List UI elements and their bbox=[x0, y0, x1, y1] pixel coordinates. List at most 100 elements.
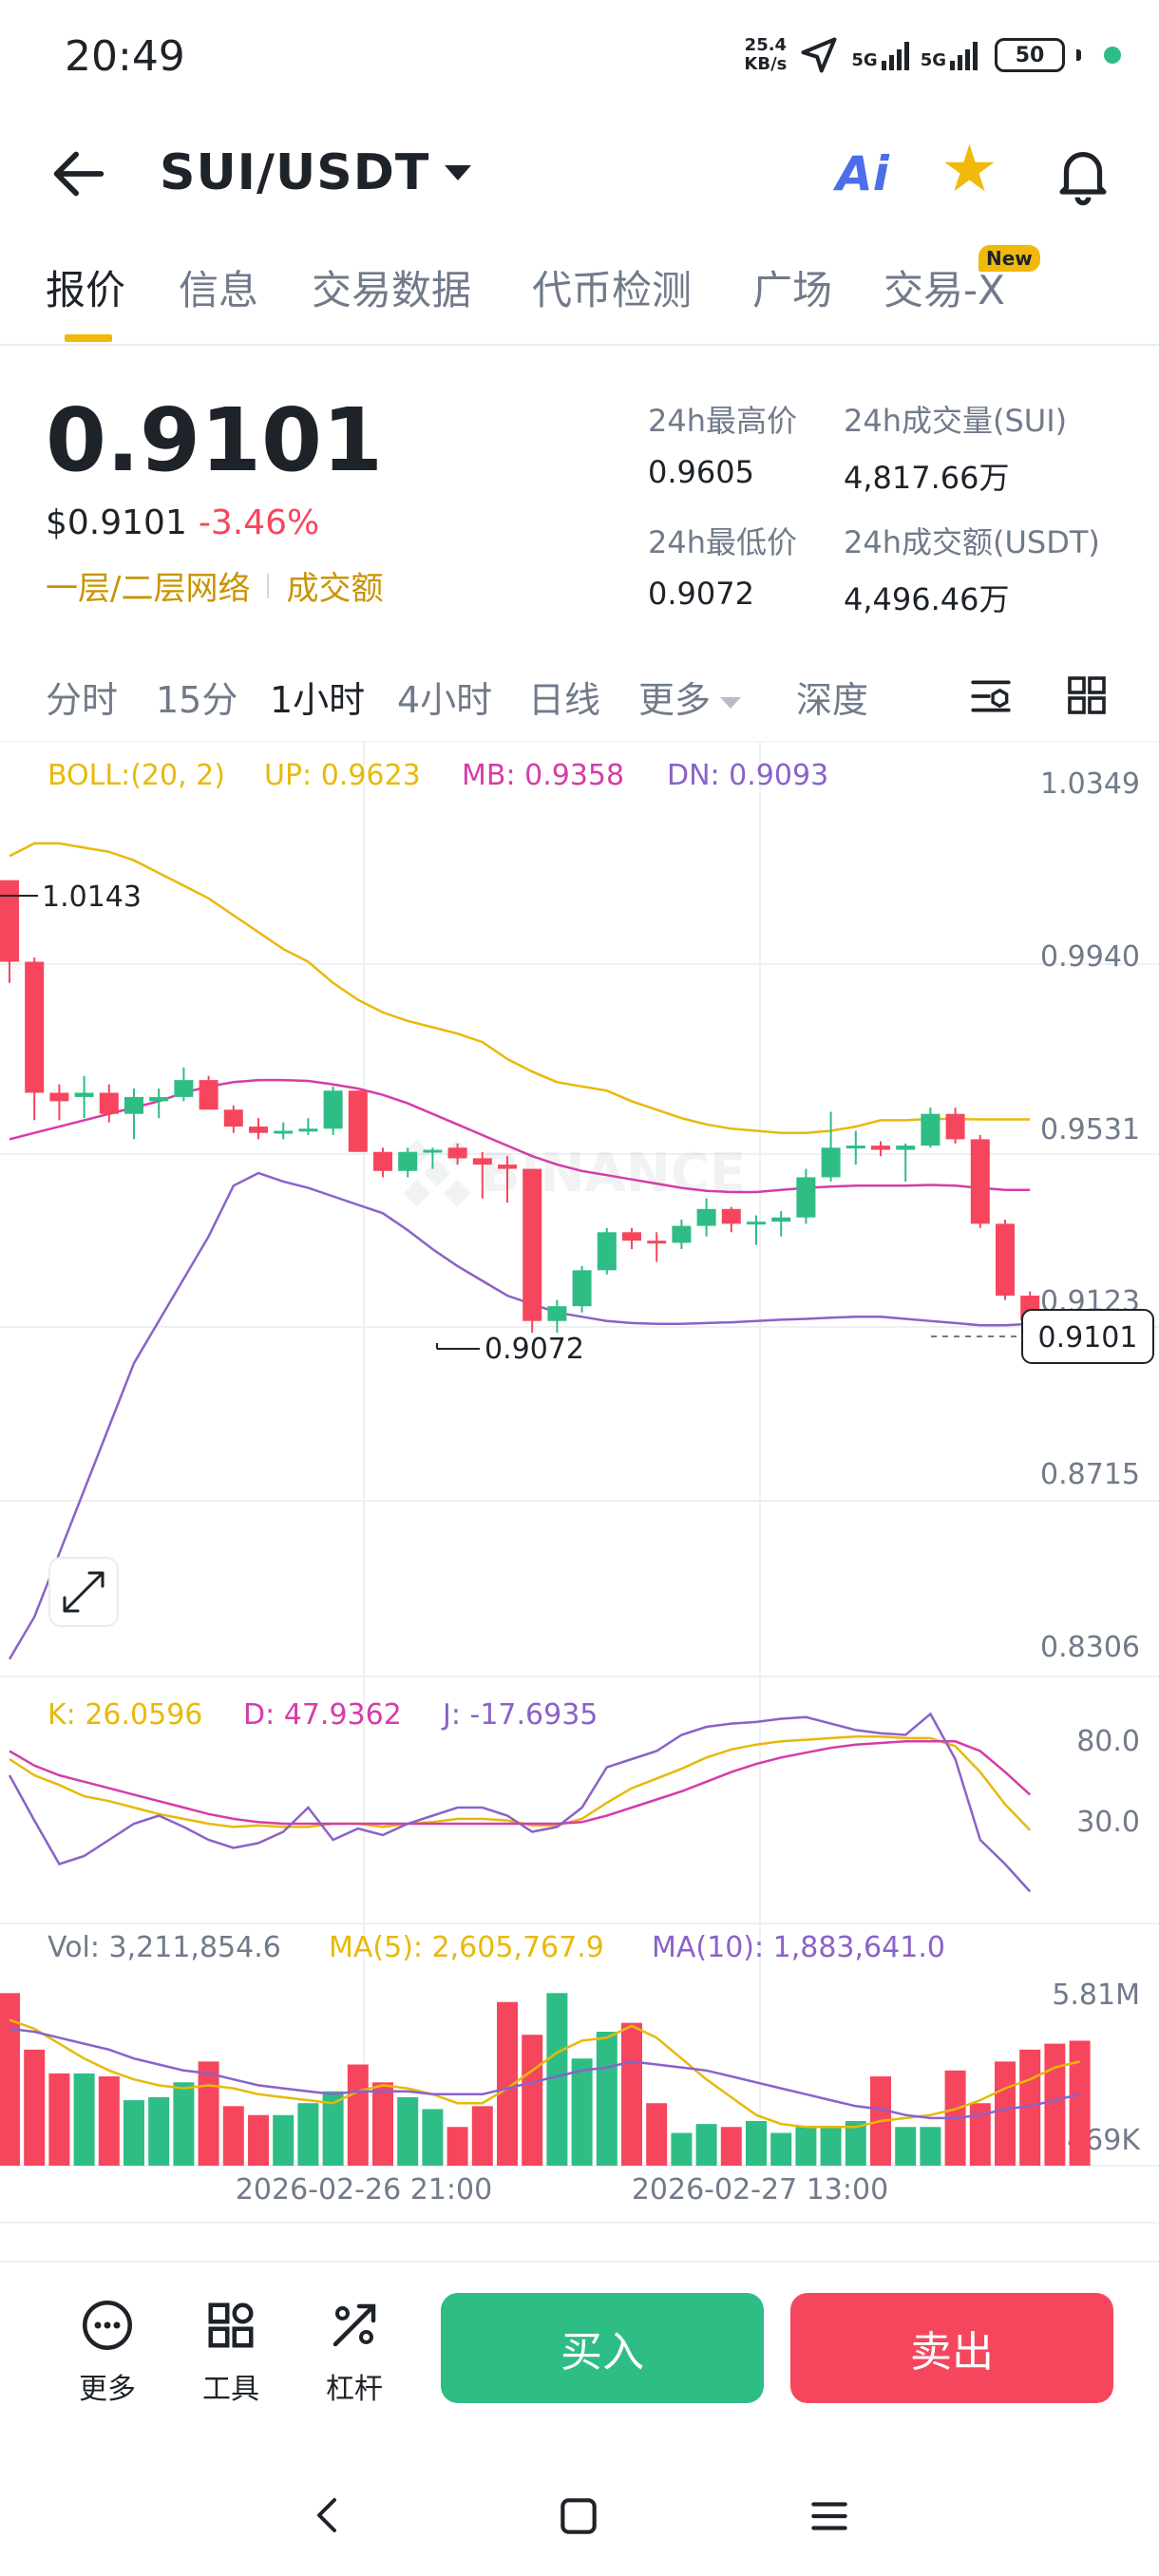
nav-back-icon[interactable] bbox=[306, 2492, 352, 2538]
interval-15m[interactable]: 15分 bbox=[156, 679, 238, 721]
chevron-down-icon bbox=[445, 165, 472, 180]
layout-grid-icon[interactable] bbox=[1064, 672, 1110, 718]
boll-lower-line bbox=[8, 1171, 1031, 1660]
volume-bar bbox=[1044, 2043, 1066, 2166]
leverage-button[interactable]: 杠杆 bbox=[302, 2297, 407, 2407]
stat-low-label: 24h最低价 bbox=[648, 524, 798, 560]
nav-home-icon[interactable] bbox=[555, 2492, 602, 2540]
vol-ma5: MA(5): 2,605,767.9 bbox=[329, 1931, 604, 1964]
boll-dn: DN: 0.9093 bbox=[667, 759, 828, 792]
interval-more[interactable]: 更多 bbox=[638, 671, 742, 723]
time-label: 2026-02-27 13:00 bbox=[632, 2173, 888, 2207]
active-tab-indicator bbox=[65, 334, 112, 342]
tag-row: 一层/二层网络 成交额 bbox=[46, 562, 383, 609]
stat-volume-label: 24h成交量(SUI) bbox=[844, 403, 1068, 439]
volume-bar bbox=[969, 2103, 991, 2166]
binance-watermark: BINANCE bbox=[403, 1139, 746, 1207]
volume-bar bbox=[695, 2124, 717, 2166]
interval-1d[interactable]: 日线 bbox=[528, 679, 601, 721]
volume-bar bbox=[546, 1993, 568, 2166]
stat-amount: 24h成交额(USDT) 4,496.46万 bbox=[844, 519, 1100, 619]
candle-body bbox=[323, 1090, 343, 1129]
candle-body bbox=[447, 1147, 467, 1159]
volume-bar bbox=[297, 2103, 319, 2166]
volume-bar bbox=[497, 2001, 518, 2166]
candle-body bbox=[0, 880, 19, 962]
candle-body bbox=[472, 1158, 492, 1165]
kdj-tick: 80.0 bbox=[1076, 1725, 1140, 1758]
tab-info[interactable]: 信息 bbox=[179, 267, 259, 313]
candle-body bbox=[498, 1165, 517, 1169]
candle-body bbox=[398, 1151, 418, 1171]
new-badge: New bbox=[978, 245, 1040, 272]
favorite-star-icon[interactable]: ★ bbox=[940, 132, 998, 207]
volume-bar bbox=[198, 2061, 219, 2166]
volume-ma5-line bbox=[9, 2018, 1080, 2129]
boll-up: UP: 0.9623 bbox=[264, 759, 421, 792]
more-button[interactable]: 更多 bbox=[55, 2297, 160, 2407]
network-speed: 25.4 KB/s bbox=[744, 36, 787, 74]
bell-icon[interactable] bbox=[1050, 141, 1116, 207]
expand-chart-icon[interactable] bbox=[48, 1557, 119, 1627]
usd-price: $0.9101 bbox=[46, 503, 187, 542]
candle-body bbox=[423, 1149, 443, 1153]
nav-menu-icon[interactable] bbox=[806, 2492, 853, 2540]
volume-bar bbox=[173, 2082, 195, 2166]
signal-2-label: 5G bbox=[920, 50, 946, 70]
tab-quote[interactable]: 报价 bbox=[46, 267, 126, 313]
volume-bar bbox=[820, 2127, 842, 2166]
stat-low-value: 0.9072 bbox=[648, 576, 754, 612]
stat-volume-value: 4,817.66万 bbox=[844, 460, 1010, 496]
more-label: 更多 bbox=[79, 2373, 136, 2406]
sell-button[interactable]: 卖出 bbox=[790, 2293, 1113, 2403]
stat-volume: 24h成交量(SUI) 4,817.66万 bbox=[844, 397, 1067, 498]
current-price-box bbox=[1021, 1309, 1154, 1364]
stat-amount-value: 4,496.46万 bbox=[844, 581, 1010, 617]
tab-token-check[interactable]: 代币检测 bbox=[532, 267, 693, 313]
kdj-j: J: -17.6935 bbox=[441, 1698, 598, 1732]
interval-1h[interactable]: 1小时 bbox=[270, 679, 366, 721]
candle-body bbox=[74, 1092, 94, 1097]
candle-body bbox=[945, 1113, 965, 1140]
kline-chart[interactable]: BOLL:(20, 2) UP: 0.9623 MB: 0.9358 DN: 0… bbox=[0, 741, 1159, 2261]
candle-body bbox=[747, 1222, 766, 1225]
volume-bar bbox=[347, 2064, 369, 2166]
leverage-icon bbox=[332, 2303, 376, 2347]
tab-bar: 报价 信息 交易数据 代币检测 广场 交易-X New bbox=[0, 245, 1159, 346]
pair-selector[interactable]: SUI/USDT bbox=[160, 144, 472, 201]
tab-trading-data[interactable]: 交易数据 bbox=[312, 267, 472, 313]
volume-bar bbox=[397, 2096, 419, 2166]
candle-body bbox=[298, 1128, 318, 1132]
battery-icon: 50 bbox=[995, 38, 1065, 72]
interval-timeshare[interactable]: 分时 bbox=[46, 679, 119, 721]
back-arrow-icon[interactable] bbox=[46, 141, 112, 207]
candle-body bbox=[771, 1217, 791, 1222]
pair-name: SUI/USDT bbox=[160, 144, 430, 201]
volume-bar bbox=[720, 2127, 742, 2166]
volume-bar bbox=[222, 2106, 244, 2166]
signal-bars-icon bbox=[950, 40, 978, 70]
tab-square[interactable]: 广场 bbox=[752, 267, 833, 313]
candle-body bbox=[846, 1146, 865, 1149]
interval-more-label: 更多 bbox=[638, 679, 712, 721]
volume-bar bbox=[0, 1993, 20, 2166]
tag-layer-network[interactable]: 一层/二层网络 bbox=[46, 570, 251, 608]
boll-mb: MB: 0.9358 bbox=[462, 759, 624, 792]
volume-ma10-line bbox=[9, 2027, 1080, 2120]
ai-assistant-icon[interactable]: Ai bbox=[836, 146, 889, 201]
candles bbox=[0, 880, 1040, 1334]
indicator-settings-icon[interactable] bbox=[967, 672, 1015, 720]
interval-4h[interactable]: 4小时 bbox=[397, 679, 493, 721]
tab-trade-x[interactable]: 交易-X bbox=[884, 267, 1005, 313]
tag-turnover[interactable]: 成交额 bbox=[286, 570, 384, 608]
candle-body bbox=[871, 1146, 890, 1150]
volume-bar bbox=[446, 2127, 468, 2166]
interval-depth[interactable]: 深度 bbox=[796, 679, 869, 721]
buy-button[interactable]: 买入 bbox=[441, 2293, 764, 2403]
more-dots-icon bbox=[83, 2301, 132, 2350]
candle-body bbox=[996, 1223, 1015, 1297]
last-price: 0.9101 bbox=[46, 389, 384, 491]
chart-grid bbox=[0, 741, 1159, 2167]
tools-button[interactable]: 工具 bbox=[179, 2297, 283, 2407]
battery-tip bbox=[1076, 49, 1081, 61]
